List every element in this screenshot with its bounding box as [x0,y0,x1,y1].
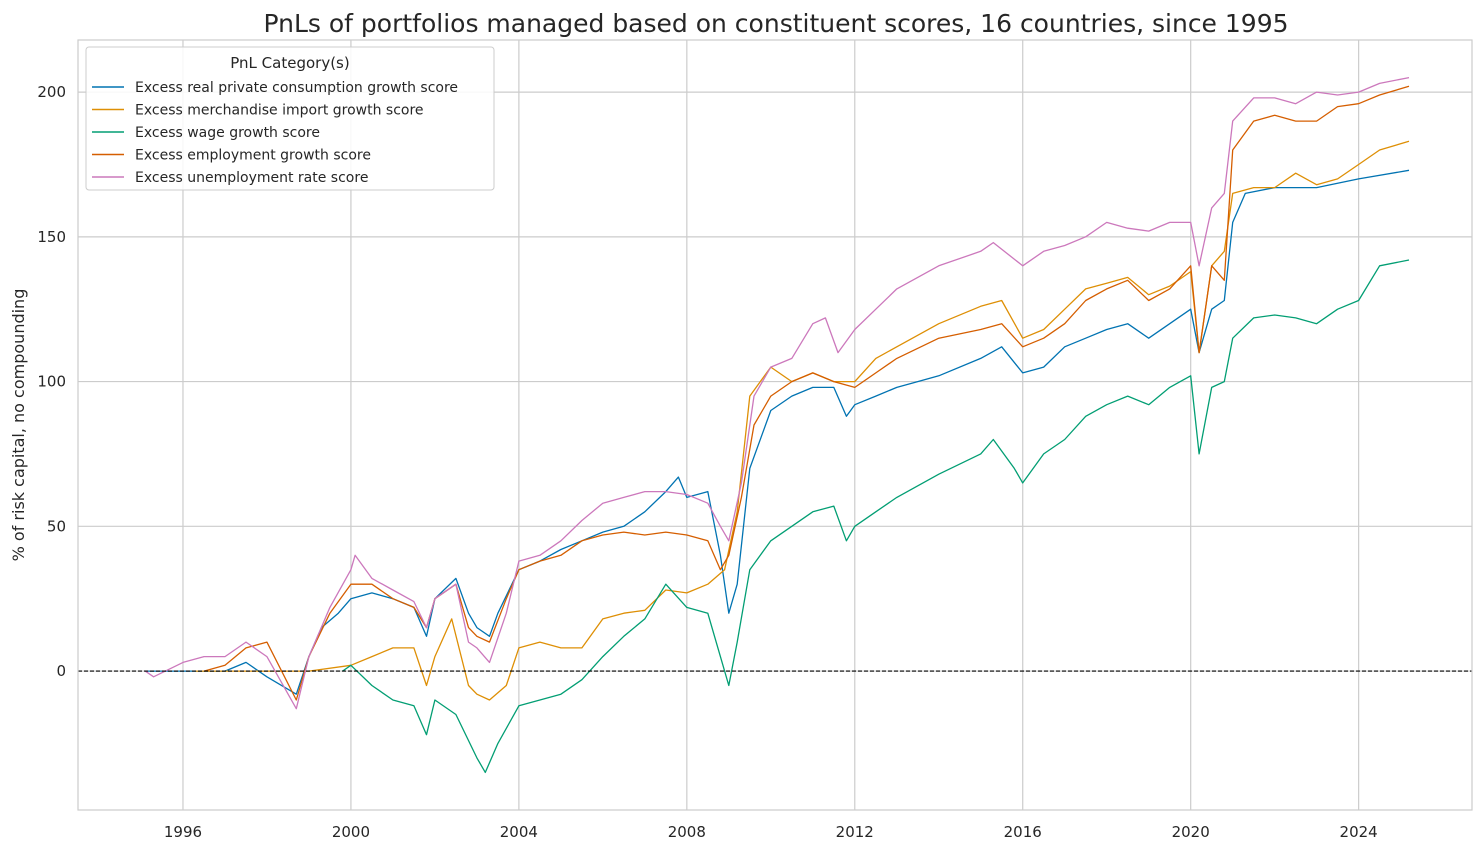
series-line-3 [203,85,1410,701]
legend-entry: Excess real private consumption growth s… [135,80,458,96]
axis-ticks: 1996 2000 2004 2008 2012 2016 2020 2024 0 50 100 15… [37,83,1377,841]
x-tick-label: 2000 [332,823,370,841]
y-tick-label: 200 [37,83,66,101]
series-lines [78,76,1472,774]
x-tick-label: 2024 [1340,823,1378,841]
y-tick-label: 100 [37,373,66,391]
x-tick-label: 2008 [668,823,706,841]
y-axis-label: % of risk capital, no compounding [9,289,28,562]
x-tick-label: 2012 [836,823,874,841]
legend-box [85,46,495,191]
legend-entry: Excess wage growth score [135,125,320,141]
chart-title: PnLs of portfolios managed based on cons… [263,9,1288,38]
y-tick-label: 0 [56,662,66,680]
y-tick-label: 150 [37,228,66,246]
series-line-4 [144,76,1410,710]
x-tick-label: 2020 [1172,823,1210,841]
legend-entry: Excess employment growth score [135,148,371,164]
legend-entry: Excess unemployment rate score [135,170,368,186]
plot-frame [77,39,1473,811]
legend: PnL Category(s) Excess real private consu… [85,46,495,191]
series-line-0 [145,169,1410,695]
series-line-2 [342,259,1410,774]
y-tick-label: 50 [47,517,66,535]
x-tick-label: 1996 [164,823,202,841]
x-tick-label: 2016 [1004,823,1042,841]
legend-title: PnL Category(s) [230,54,349,72]
legend-entry: Excess merchandise import growth score [135,103,424,119]
series-line-1 [195,140,1410,701]
x-tick-label: 2004 [500,823,538,841]
